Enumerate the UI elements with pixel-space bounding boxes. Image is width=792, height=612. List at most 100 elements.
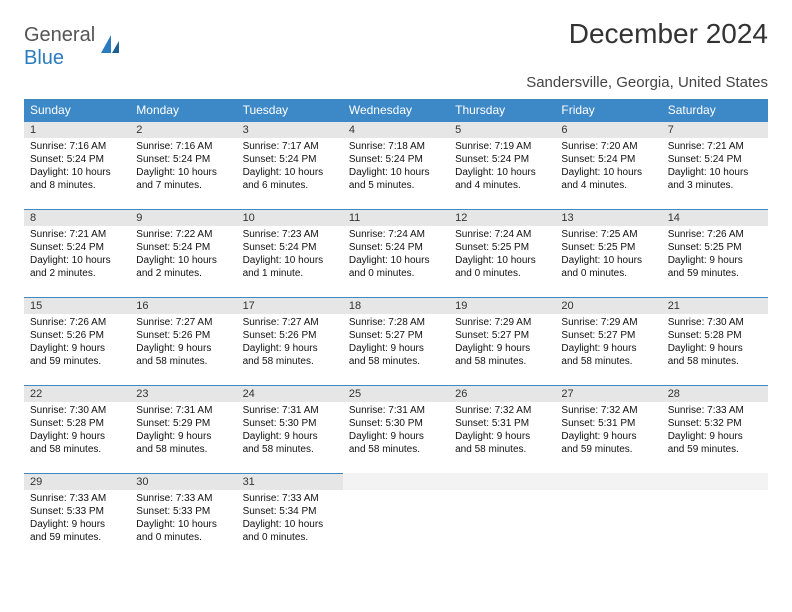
- calendar-cell: 18Sunrise: 7:28 AMSunset: 5:27 PMDayligh…: [343, 297, 449, 385]
- calendar-cell: 20Sunrise: 7:29 AMSunset: 5:27 PMDayligh…: [555, 297, 661, 385]
- sunrise-text: Sunrise: 7:20 AM: [561, 140, 655, 153]
- sunrise-text: Sunrise: 7:32 AM: [561, 404, 655, 417]
- calendar-cell: 2Sunrise: 7:16 AMSunset: 5:24 PMDaylight…: [130, 121, 236, 209]
- day-number: 4: [343, 121, 449, 138]
- sunset-text: Sunset: 5:25 PM: [455, 241, 549, 254]
- brand-blue: Blue: [24, 47, 64, 69]
- calendar-cell: 7Sunrise: 7:21 AMSunset: 5:24 PMDaylight…: [662, 121, 768, 209]
- calendar-week: 29Sunrise: 7:33 AMSunset: 5:33 PMDayligh…: [24, 473, 768, 561]
- day-details: Sunrise: 7:30 AMSunset: 5:28 PMDaylight:…: [24, 402, 130, 460]
- day-details: Sunrise: 7:18 AMSunset: 5:24 PMDaylight:…: [343, 138, 449, 196]
- col-wednesday: Wednesday: [343, 99, 449, 121]
- sunrise-text: Sunrise: 7:30 AM: [30, 404, 124, 417]
- calendar-cell: 29Sunrise: 7:33 AMSunset: 5:33 PMDayligh…: [24, 473, 130, 561]
- day-number: 11: [343, 209, 449, 226]
- day-number: 29: [24, 473, 130, 490]
- day-details: Sunrise: 7:24 AMSunset: 5:24 PMDaylight:…: [343, 226, 449, 284]
- sunset-text: Sunset: 5:31 PM: [561, 417, 655, 430]
- daylight-text: Daylight: 9 hours and 58 minutes.: [243, 430, 337, 456]
- day-details: Sunrise: 7:27 AMSunset: 5:26 PMDaylight:…: [237, 314, 343, 372]
- daylight-text: Daylight: 10 hours and 3 minutes.: [668, 166, 762, 192]
- day-number: 31: [237, 473, 343, 490]
- sunset-text: Sunset: 5:28 PM: [30, 417, 124, 430]
- sunrise-text: Sunrise: 7:24 AM: [455, 228, 549, 241]
- daylight-text: Daylight: 9 hours and 58 minutes.: [349, 430, 443, 456]
- day-number: 5: [449, 121, 555, 138]
- day-number: 2: [130, 121, 236, 138]
- day-number: 17: [237, 297, 343, 314]
- sunrise-text: Sunrise: 7:27 AM: [136, 316, 230, 329]
- day-details: Sunrise: 7:16 AMSunset: 5:24 PMDaylight:…: [130, 138, 236, 196]
- day-number: 1: [24, 121, 130, 138]
- day-details: Sunrise: 7:22 AMSunset: 5:24 PMDaylight:…: [130, 226, 236, 284]
- sunrise-text: Sunrise: 7:24 AM: [349, 228, 443, 241]
- calendar-cell: 27Sunrise: 7:32 AMSunset: 5:31 PMDayligh…: [555, 385, 661, 473]
- calendar-cell: 30Sunrise: 7:33 AMSunset: 5:33 PMDayligh…: [130, 473, 236, 561]
- sunrise-text: Sunrise: 7:28 AM: [349, 316, 443, 329]
- sunset-text: Sunset: 5:26 PM: [243, 329, 337, 342]
- sunset-text: Sunset: 5:25 PM: [668, 241, 762, 254]
- day-details: Sunrise: 7:33 AMSunset: 5:33 PMDaylight:…: [24, 490, 130, 548]
- sunrise-text: Sunrise: 7:33 AM: [668, 404, 762, 417]
- sunrise-text: Sunrise: 7:32 AM: [455, 404, 549, 417]
- day-number: 25: [343, 385, 449, 402]
- sunset-text: Sunset: 5:24 PM: [349, 241, 443, 254]
- sunset-text: Sunset: 5:33 PM: [136, 505, 230, 518]
- day-details: Sunrise: 7:27 AMSunset: 5:26 PMDaylight:…: [130, 314, 236, 372]
- sunrise-text: Sunrise: 7:31 AM: [349, 404, 443, 417]
- sunrise-text: Sunrise: 7:17 AM: [243, 140, 337, 153]
- day-details: Sunrise: 7:19 AMSunset: 5:24 PMDaylight:…: [449, 138, 555, 196]
- day-number: 8: [24, 209, 130, 226]
- sunrise-text: Sunrise: 7:21 AM: [668, 140, 762, 153]
- day-number: 9: [130, 209, 236, 226]
- sunrise-text: Sunrise: 7:26 AM: [30, 316, 124, 329]
- day-number: 7: [662, 121, 768, 138]
- daylight-text: Daylight: 10 hours and 0 minutes.: [243, 518, 337, 544]
- sunrise-text: Sunrise: 7:31 AM: [136, 404, 230, 417]
- sunset-text: Sunset: 5:24 PM: [243, 241, 337, 254]
- calendar-cell: 6Sunrise: 7:20 AMSunset: 5:24 PMDaylight…: [555, 121, 661, 209]
- day-details: Sunrise: 7:24 AMSunset: 5:25 PMDaylight:…: [449, 226, 555, 284]
- location-text: Sandersville, Georgia, United States: [24, 74, 768, 91]
- daylight-text: Daylight: 9 hours and 59 minutes.: [668, 430, 762, 456]
- day-details: Sunrise: 7:21 AMSunset: 5:24 PMDaylight:…: [662, 138, 768, 196]
- sunset-text: Sunset: 5:31 PM: [455, 417, 549, 430]
- month-title: December 2024: [569, 18, 768, 50]
- sunrise-text: Sunrise: 7:19 AM: [455, 140, 549, 153]
- col-tuesday: Tuesday: [237, 99, 343, 121]
- day-number: 23: [130, 385, 236, 402]
- sunrise-text: Sunrise: 7:25 AM: [561, 228, 655, 241]
- day-details: Sunrise: 7:17 AMSunset: 5:24 PMDaylight:…: [237, 138, 343, 196]
- daylight-text: Daylight: 9 hours and 58 minutes.: [136, 430, 230, 456]
- col-monday: Monday: [130, 99, 236, 121]
- brand-sail-icon: [99, 33, 123, 62]
- calendar-cell: 15Sunrise: 7:26 AMSunset: 5:26 PMDayligh…: [24, 297, 130, 385]
- day-details: Sunrise: 7:28 AMSunset: 5:27 PMDaylight:…: [343, 314, 449, 372]
- daylight-text: Daylight: 10 hours and 6 minutes.: [243, 166, 337, 192]
- day-details: Sunrise: 7:33 AMSunset: 5:34 PMDaylight:…: [237, 490, 343, 548]
- daylight-text: Daylight: 10 hours and 4 minutes.: [455, 166, 549, 192]
- day-number: 21: [662, 297, 768, 314]
- day-details: Sunrise: 7:26 AMSunset: 5:25 PMDaylight:…: [662, 226, 768, 284]
- day-number: 16: [130, 297, 236, 314]
- day-number: 27: [555, 385, 661, 402]
- day-details: Sunrise: 7:31 AMSunset: 5:29 PMDaylight:…: [130, 402, 236, 460]
- calendar-cell: ..: [555, 473, 661, 561]
- sunset-text: Sunset: 5:24 PM: [349, 153, 443, 166]
- calendar-cell: 24Sunrise: 7:31 AMSunset: 5:30 PMDayligh…: [237, 385, 343, 473]
- calendar-cell: 11Sunrise: 7:24 AMSunset: 5:24 PMDayligh…: [343, 209, 449, 297]
- sunset-text: Sunset: 5:26 PM: [30, 329, 124, 342]
- calendar-cell: 5Sunrise: 7:19 AMSunset: 5:24 PMDaylight…: [449, 121, 555, 209]
- daylight-text: Daylight: 10 hours and 1 minute.: [243, 254, 337, 280]
- sunrise-text: Sunrise: 7:30 AM: [668, 316, 762, 329]
- day-number: 12: [449, 209, 555, 226]
- calendar-cell: 4Sunrise: 7:18 AMSunset: 5:24 PMDaylight…: [343, 121, 449, 209]
- col-friday: Friday: [555, 99, 661, 121]
- daylight-text: Daylight: 10 hours and 0 minutes.: [455, 254, 549, 280]
- sunset-text: Sunset: 5:24 PM: [136, 153, 230, 166]
- sunset-text: Sunset: 5:27 PM: [561, 329, 655, 342]
- col-sunday: Sunday: [24, 99, 130, 121]
- sunrise-text: Sunrise: 7:21 AM: [30, 228, 124, 241]
- calendar-cell: 22Sunrise: 7:30 AMSunset: 5:28 PMDayligh…: [24, 385, 130, 473]
- sunset-text: Sunset: 5:30 PM: [243, 417, 337, 430]
